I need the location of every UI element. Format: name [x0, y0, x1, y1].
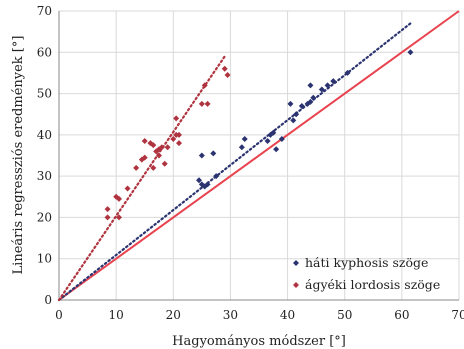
point-series-0-20	[310, 94, 317, 101]
x-tick-label-60: 60	[394, 308, 409, 322]
y-tick-label-30: 30	[37, 169, 52, 183]
point-series-1-3	[116, 214, 122, 221]
grid	[59, 10, 460, 300]
trendline-series-1	[57, 55, 226, 302]
trendline-series-0	[57, 22, 412, 302]
point-series-0-24	[330, 78, 337, 85]
point-series-0-15	[290, 117, 297, 124]
y-axis-title: Lineáris regressziós eredmények [°]	[11, 36, 26, 275]
point-series-0-8	[241, 135, 248, 142]
x-tick-label-50: 50	[337, 308, 352, 322]
point-series-1-9	[141, 138, 148, 145]
point-series-1-14	[156, 152, 162, 159]
point-series-0-7	[238, 144, 245, 151]
point-series-1-20	[173, 115, 180, 122]
y-tick-label-20: 20	[37, 210, 52, 224]
point-series-1-6	[133, 164, 140, 171]
point-series-0-16	[293, 111, 300, 118]
point-series-0-5	[210, 150, 217, 157]
point-series-0-3	[198, 152, 205, 159]
point-series-1-0	[104, 214, 111, 221]
point-series-0-14	[287, 100, 294, 107]
point-series-1-12	[150, 164, 157, 171]
y-tick-label-10: 10	[37, 252, 52, 266]
point-series-0-4	[204, 181, 211, 188]
identity-line	[58, 10, 460, 301]
point-series-1-11	[150, 142, 157, 149]
legend-label-hati-kyphosis: háti kyphosis szöge	[305, 255, 428, 270]
tick-labels: 0 10 20 30 40 50 60 70 0 10 20 30 40 50 60 70	[37, 4, 464, 322]
point-series-0-23	[324, 82, 331, 89]
point-series-1-16	[158, 144, 165, 151]
point-series-0-12	[273, 146, 280, 153]
point-series-1-5	[124, 185, 131, 192]
point-series-1-1	[104, 206, 111, 213]
axes	[58, 11, 459, 301]
point-series-1-25	[201, 82, 208, 89]
legend-label-agyeki-lordosis: ágyéki lordosis szöge	[305, 277, 440, 292]
point-series-0-6	[213, 173, 220, 180]
point-series-1-26	[204, 100, 211, 107]
x-tick-label-30: 30	[223, 308, 238, 322]
x-tick-label-10: 10	[109, 308, 124, 322]
point-series-0-11	[270, 129, 277, 136]
point-series-1-18	[164, 144, 171, 151]
data-points	[104, 49, 414, 221]
y-tick-label-60: 60	[37, 45, 52, 59]
point-series-0-0	[196, 177, 202, 184]
x-tick-label-0: 0	[55, 308, 63, 322]
point-series-0-22	[318, 86, 325, 93]
point-series-0-25	[344, 69, 351, 76]
point-series-1-23	[176, 140, 182, 147]
legend: háti kyphosis szöge ágyéki lordosis szög…	[293, 255, 440, 292]
x-axis-title: Hagyományos módszer [°]	[172, 334, 346, 349]
y-tick-label-50: 50	[37, 87, 52, 101]
point-series-1-19	[170, 135, 177, 142]
x-tick-label-40: 40	[280, 308, 295, 322]
point-series-1-24	[198, 100, 205, 107]
point-series-0-17	[298, 102, 305, 109]
point-series-0-9	[264, 138, 271, 145]
point-series-0-21	[307, 82, 314, 89]
point-series-1-22	[176, 131, 182, 138]
legend-marker-agyeki-lordosis	[293, 282, 299, 288]
point-series-1-8	[141, 154, 148, 161]
legend-marker-hati-kyphosis	[293, 260, 299, 266]
x-tick-label-20: 20	[166, 308, 181, 322]
point-series-0-13	[278, 135, 285, 142]
reference-lines	[57, 10, 460, 302]
y-tick-label-70: 70	[37, 4, 52, 18]
point-series-0-19	[307, 98, 314, 105]
y-tick-label-0: 0	[44, 293, 52, 307]
point-series-0-26	[407, 49, 414, 56]
x-tick-label-70: 70	[451, 308, 464, 322]
point-series-1-27	[221, 65, 228, 72]
point-series-1-4	[116, 195, 122, 202]
point-series-1-17	[161, 160, 168, 167]
y-tick-label-40: 40	[37, 128, 52, 142]
point-series-1-28	[224, 71, 231, 78]
